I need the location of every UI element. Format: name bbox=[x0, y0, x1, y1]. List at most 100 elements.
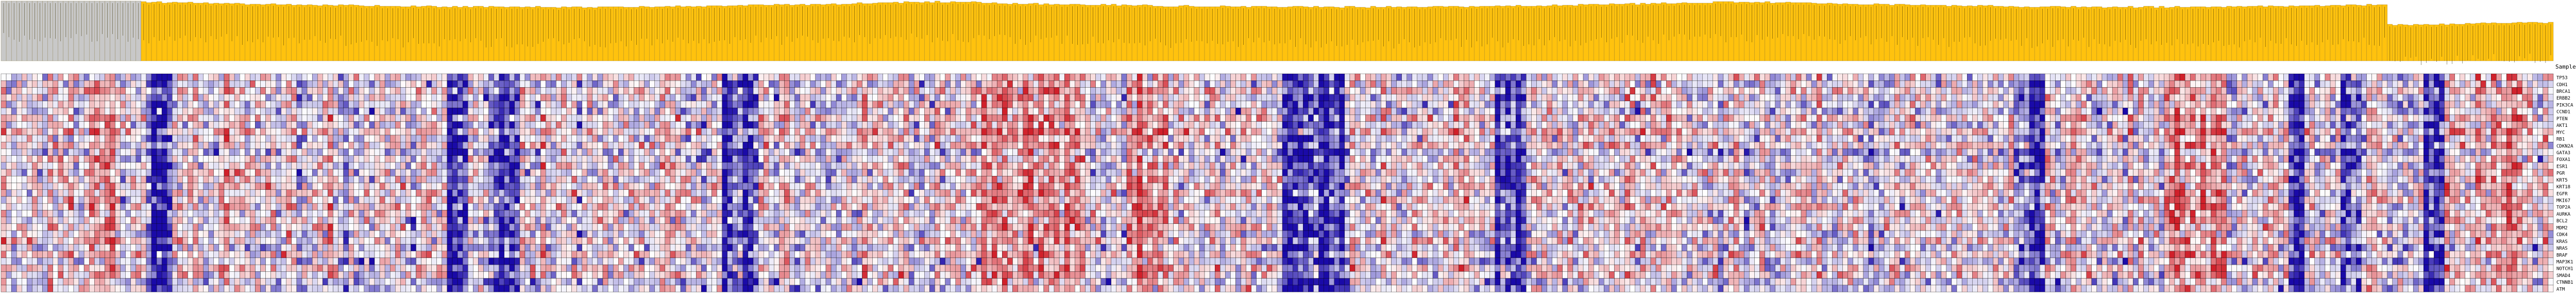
heatmap-cell bbox=[1018, 94, 1023, 101]
heatmap-cell bbox=[182, 122, 188, 128]
heatmap-cell bbox=[2387, 80, 2393, 87]
heatmap-cell bbox=[805, 74, 810, 80]
heatmap-cell bbox=[1791, 94, 1796, 101]
heatmap-cell bbox=[1199, 115, 1205, 121]
heatmap-cell bbox=[74, 115, 79, 121]
heatmap-cell bbox=[182, 87, 188, 94]
heatmap-cell bbox=[1475, 101, 1480, 108]
heatmap-cell bbox=[1781, 101, 1786, 108]
heatmap-cell bbox=[774, 94, 779, 101]
heatmap-cell bbox=[1189, 108, 1194, 115]
heatmap-cell bbox=[463, 122, 468, 128]
heatmap-cell bbox=[1988, 108, 1993, 115]
heatmap-cell bbox=[1485, 115, 1490, 121]
heatmap-cell bbox=[172, 74, 177, 80]
heatmap-cell bbox=[1728, 87, 1734, 94]
heatmap-cell bbox=[1698, 87, 1703, 94]
heatmap-cell bbox=[1189, 80, 1194, 87]
heatmap-cell bbox=[1345, 115, 1350, 121]
heatmap-cell bbox=[924, 115, 929, 121]
heatmap-cell bbox=[1199, 80, 1205, 87]
heatmap-cell bbox=[816, 80, 821, 87]
heatmap-cell bbox=[1210, 74, 1215, 80]
heatmap-cell bbox=[1749, 101, 1754, 108]
heatmap-cell bbox=[2506, 122, 2512, 128]
heatmap-cell bbox=[302, 94, 307, 101]
heatmap-cell bbox=[857, 122, 862, 128]
heatmap-cell bbox=[2045, 87, 2050, 94]
heatmap-cell bbox=[1277, 87, 1282, 94]
heatmap-cell bbox=[1106, 94, 1111, 101]
heatmap-cell bbox=[16, 108, 22, 115]
heatmap-cell bbox=[281, 74, 286, 80]
heatmap-cell bbox=[27, 87, 32, 94]
heatmap-cell bbox=[2097, 101, 2102, 108]
heatmap-cell bbox=[359, 94, 364, 101]
heatmap-cell bbox=[2429, 115, 2434, 121]
heatmap-cell bbox=[836, 80, 841, 87]
heatmap-cell bbox=[1635, 115, 1640, 121]
heatmap-cell bbox=[1184, 115, 1189, 121]
heatmap-cell bbox=[2538, 80, 2543, 87]
heatmap-cell bbox=[2216, 94, 2222, 101]
heatmap-cell bbox=[240, 80, 245, 87]
heatmap-cell bbox=[603, 87, 608, 94]
heatmap-cell bbox=[468, 115, 473, 121]
heatmap-cell bbox=[1443, 122, 1448, 128]
heatmap-cell bbox=[1646, 94, 1651, 101]
heatmap-cell bbox=[281, 115, 286, 121]
heatmap-cell bbox=[338, 122, 343, 128]
heatmap-cell bbox=[1475, 115, 1480, 121]
heatmap-cell bbox=[1884, 94, 1889, 101]
heatmap-cell bbox=[421, 108, 427, 115]
heatmap-cell bbox=[862, 87, 867, 94]
heatmap-cell bbox=[344, 74, 349, 80]
heatmap-cell bbox=[1194, 80, 1199, 87]
heatmap-cell bbox=[1646, 80, 1651, 87]
heatmap-cell bbox=[971, 101, 976, 108]
heatmap-cell bbox=[1230, 94, 1235, 101]
heatmap-cell bbox=[711, 94, 717, 101]
heatmap-cell bbox=[2102, 94, 2107, 101]
heatmap-cell bbox=[608, 94, 613, 101]
heatmap-cell bbox=[1759, 115, 1765, 121]
heatmap-cell bbox=[1428, 94, 1433, 101]
heatmap-cell bbox=[2004, 122, 2009, 128]
heatmap-cell bbox=[2382, 74, 2387, 80]
heatmap-cell bbox=[1184, 101, 1189, 108]
heatmap-cell bbox=[1666, 122, 1671, 128]
heatmap-cell bbox=[504, 122, 510, 128]
heatmap-cell bbox=[2325, 122, 2330, 128]
heatmap-cell bbox=[136, 74, 141, 80]
heatmap-cell bbox=[2081, 122, 2087, 128]
heatmap-cell bbox=[281, 101, 286, 108]
heatmap-cell bbox=[893, 108, 899, 115]
heatmap-cell bbox=[1282, 94, 1287, 101]
heatmap-cell bbox=[1832, 115, 1837, 121]
heatmap-cell bbox=[904, 80, 909, 87]
heatmap-cell bbox=[2424, 108, 2429, 115]
heatmap-cell bbox=[1604, 101, 1609, 108]
heatmap-cell bbox=[1448, 101, 1453, 108]
heatmap-cell bbox=[2024, 94, 2029, 101]
heatmap-cell bbox=[1817, 80, 1822, 87]
heatmap-cell bbox=[2258, 74, 2263, 80]
heatmap-cell bbox=[2216, 108, 2222, 115]
heatmap-cell bbox=[2294, 94, 2299, 101]
heatmap-cell bbox=[1147, 94, 1153, 101]
heatmap-cell bbox=[2087, 94, 2092, 101]
heatmap-cell bbox=[795, 74, 800, 80]
heatmap-cell bbox=[2278, 87, 2283, 94]
heatmap-cell bbox=[126, 115, 131, 121]
heatmap-cell bbox=[2506, 101, 2512, 108]
heatmap-cell bbox=[1059, 101, 1064, 108]
heatmap-cell bbox=[645, 115, 650, 121]
heatmap-cell bbox=[758, 115, 764, 121]
heatmap-cell bbox=[2050, 80, 2055, 87]
heatmap-cell bbox=[2035, 108, 2040, 115]
heatmap-cell bbox=[1184, 108, 1189, 115]
heatmap-cell bbox=[2512, 94, 2517, 101]
heatmap-cell bbox=[919, 87, 924, 94]
heatmap-cell bbox=[1749, 80, 1754, 87]
heatmap-cell bbox=[1459, 115, 1464, 121]
